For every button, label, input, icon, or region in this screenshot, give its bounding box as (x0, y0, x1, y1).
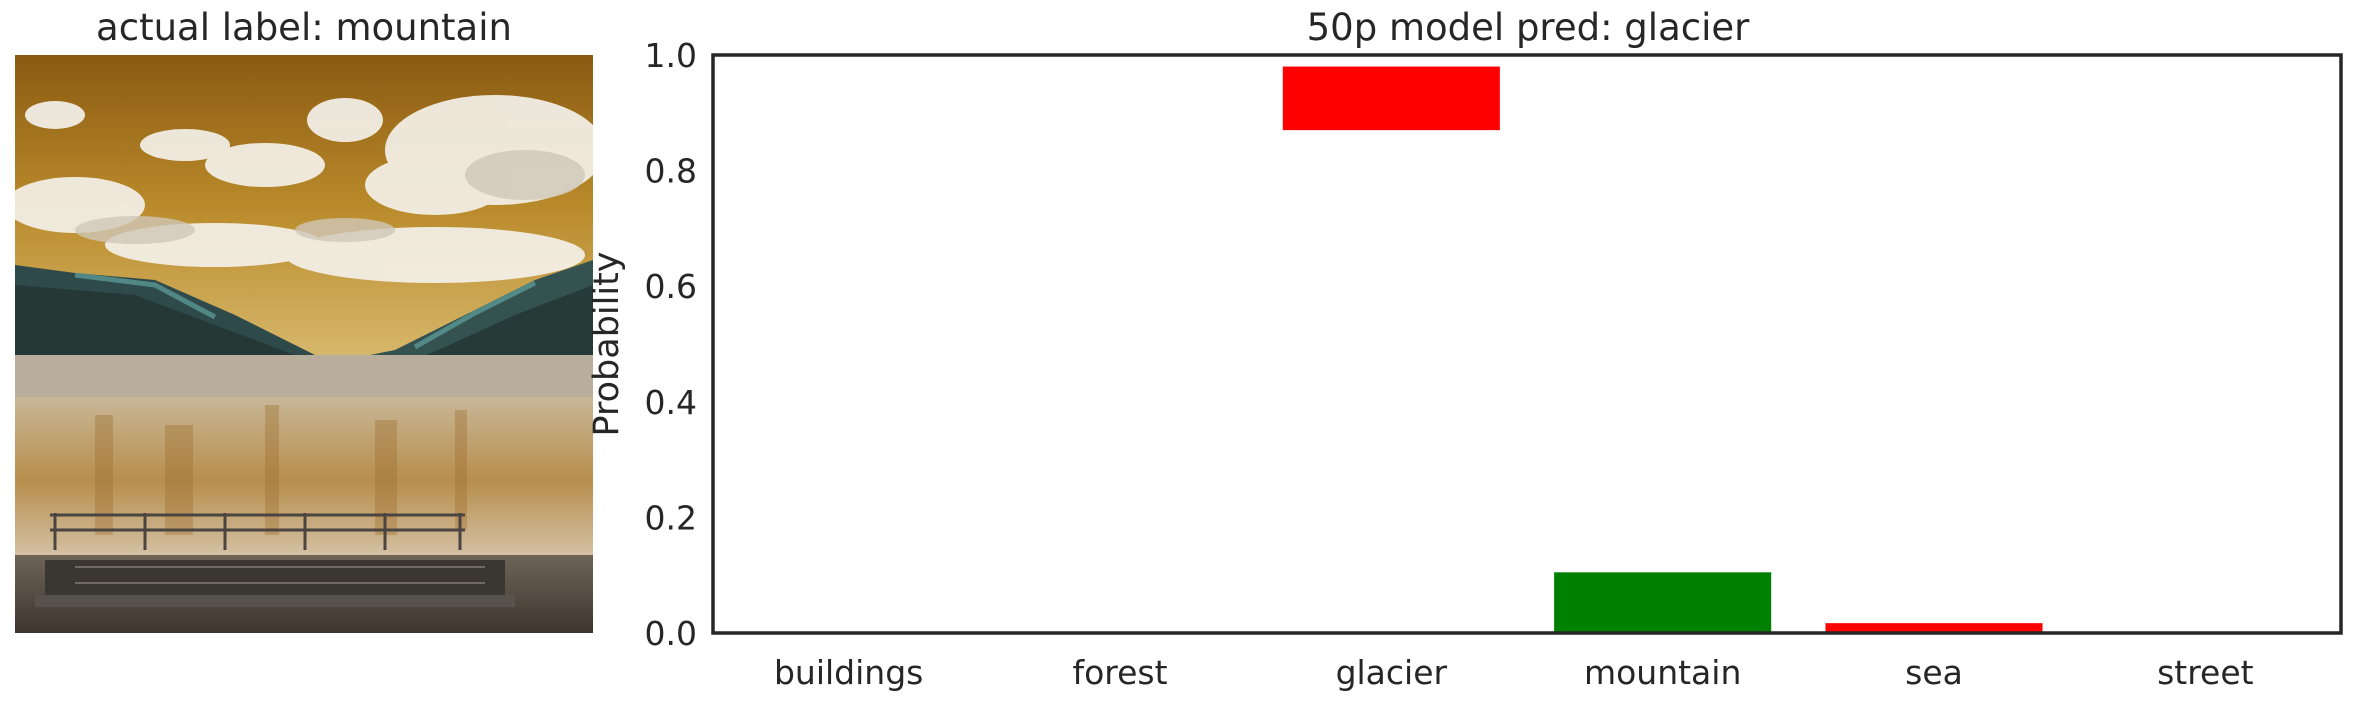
y-tick-label: 0.4 (645, 383, 697, 422)
mountain-lake-photo (15, 55, 593, 633)
bar-glacier (1282, 66, 1500, 131)
y-tick-label: 0.6 (645, 267, 697, 306)
y-tick-label: 0.2 (645, 498, 697, 537)
image-title: actual label: mountain (96, 6, 512, 49)
bar-mountain (1554, 572, 1772, 633)
x-tick-label: street (2157, 653, 2254, 692)
x-tick-label: glacier (1336, 653, 1448, 692)
chart-title: 50p model pred: glacier (1306, 6, 1750, 49)
x-tick-label: mountain (1584, 653, 1741, 692)
plot-frame (711, 53, 2343, 635)
x-tick-label: sea (1905, 653, 1963, 692)
x-tick-label: buildings (774, 653, 923, 692)
bar-sea (1825, 623, 2043, 633)
y-axis-label: Probability (587, 251, 627, 436)
y-tick-label: 0.0 (645, 614, 697, 653)
y-tick-label: 0.8 (645, 152, 697, 191)
x-tick-label: forest (1072, 653, 1167, 692)
y-tick-label: 1.0 (645, 36, 697, 75)
